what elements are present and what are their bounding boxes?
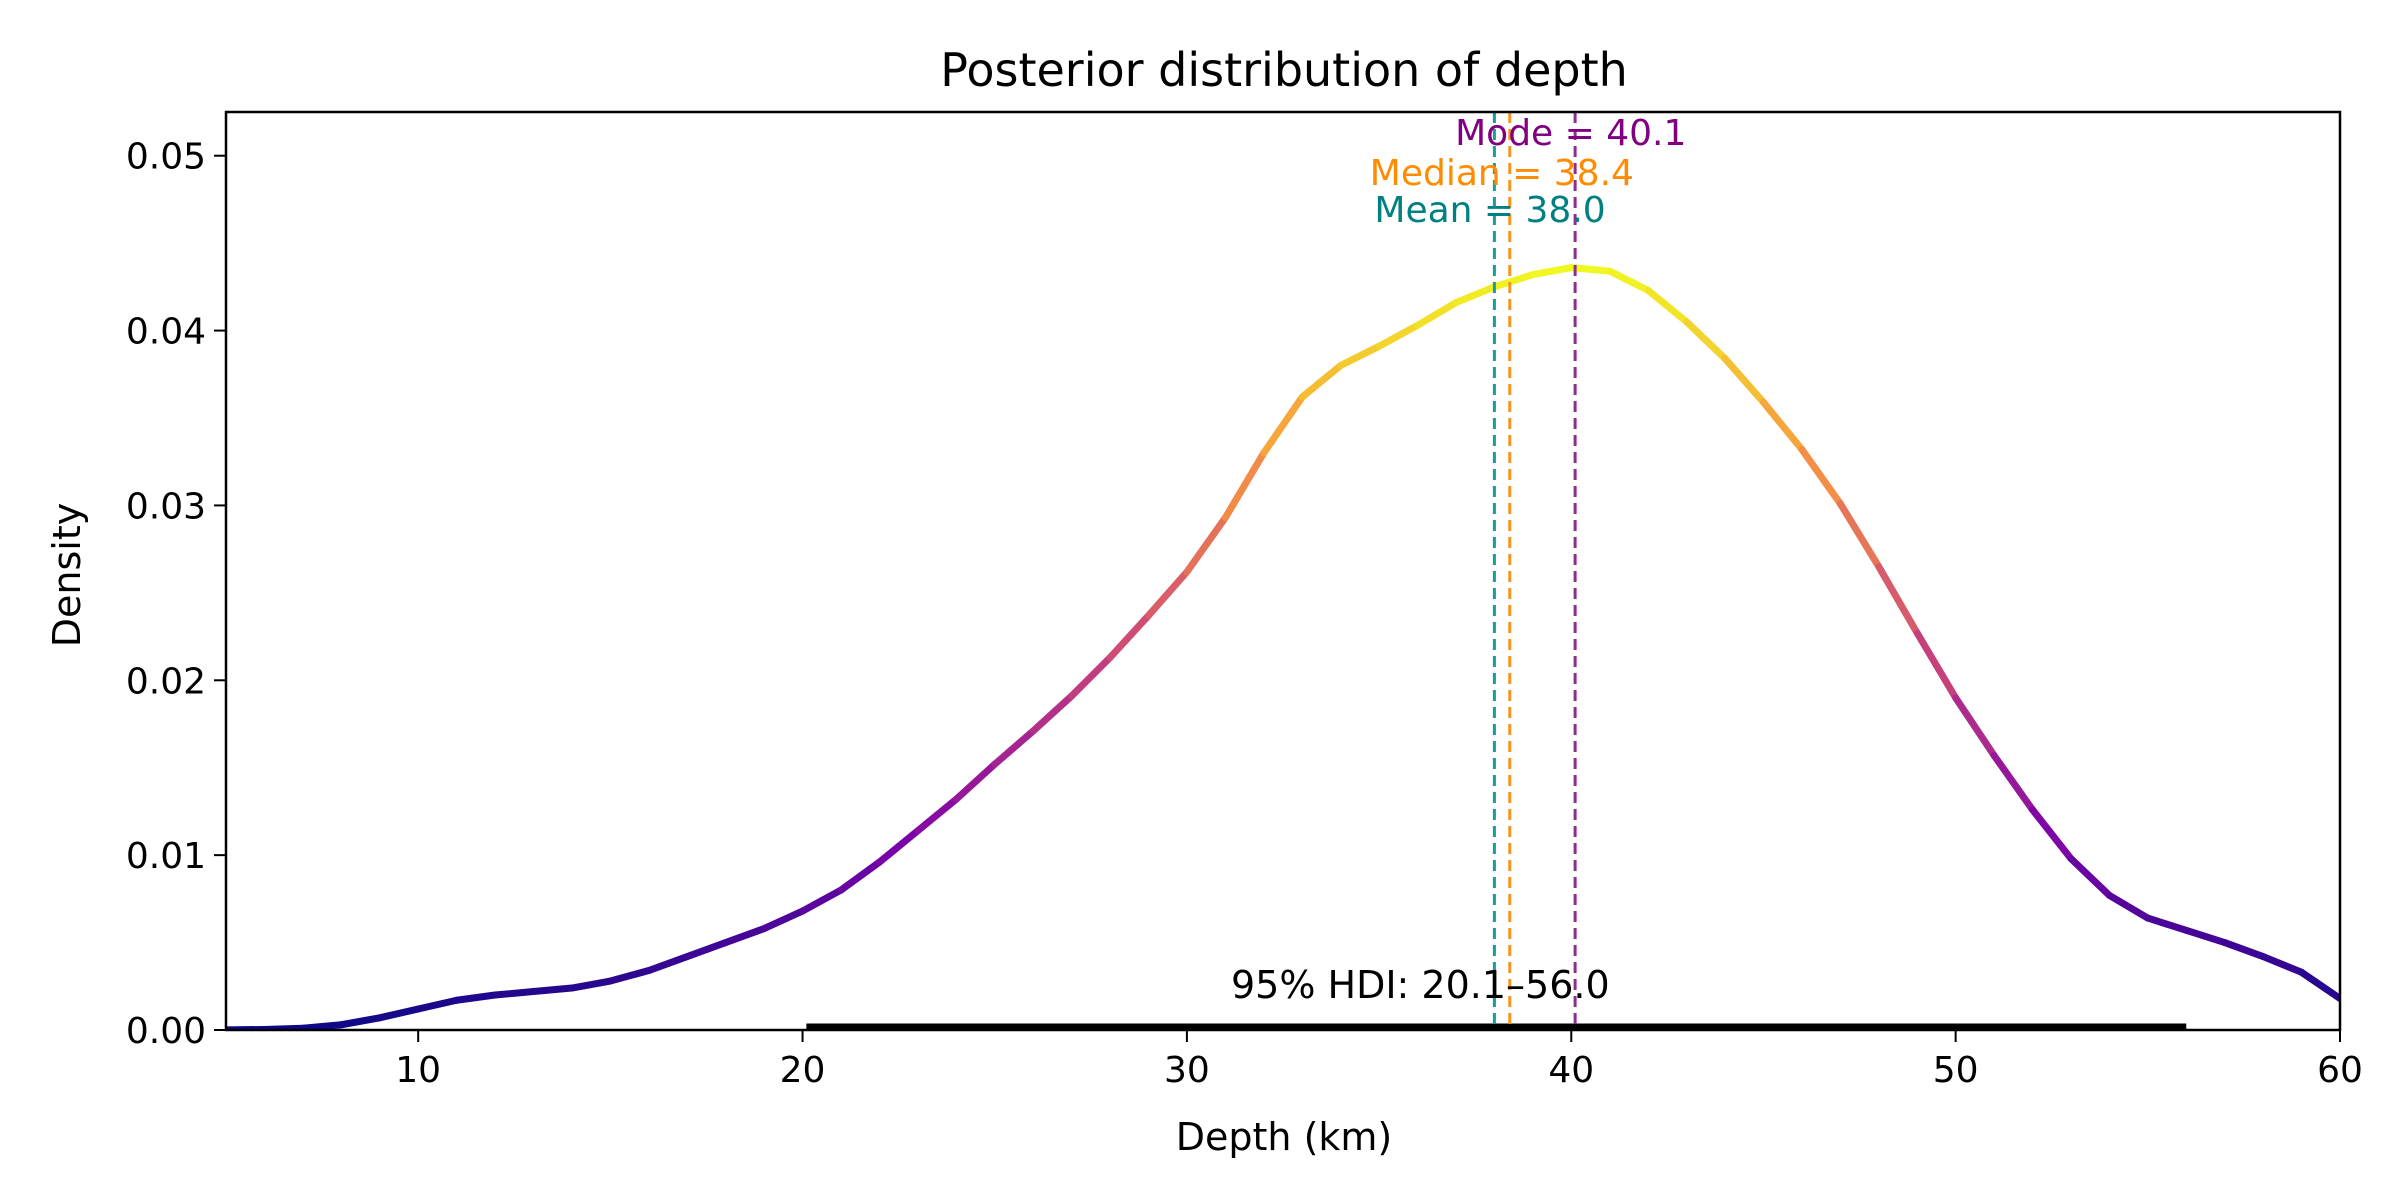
x-tick-label: 50 [1933, 1050, 1979, 1091]
density-curve-segment [914, 795, 960, 835]
density-curve-segment [1260, 393, 1306, 457]
density-curve-segment [1144, 568, 1191, 620]
density-curve-segment [1567, 264, 1614, 275]
x-tick-label: 40 [1548, 1050, 1594, 1091]
density-curve-segment [1759, 398, 1806, 453]
density-curve-segment [1029, 692, 1076, 735]
y-tick-label: 0.02 [126, 661, 206, 702]
x-tick-label: 20 [780, 1050, 826, 1091]
density-curve-segment [645, 953, 691, 975]
density-curve-segment [722, 925, 768, 947]
density-curve-segment [1683, 318, 1729, 363]
density-curve-segment [2221, 939, 2267, 961]
density-curve-segment [799, 886, 845, 915]
density-curve-segment [837, 858, 883, 894]
x-axis-label: Depth (km) [1176, 1115, 1393, 1159]
density-curve-segment [2259, 953, 2306, 976]
density-curve-segment [2029, 806, 2075, 863]
axes-frame: 10 20 30 40 50 60 0.00 0.01 0.02 0.03 0.04 0.05 [126, 110, 2363, 1091]
density-curve-segment [1221, 449, 1268, 522]
density-curve-segment [2144, 914, 2190, 934]
density-curve-segment [1606, 267, 1652, 294]
chart-title: Posterior distribution of depth [940, 43, 1628, 97]
density-curve-segment [1490, 271, 1537, 291]
density-curve-segment [952, 760, 999, 803]
density-curve-segment [337, 1014, 384, 1029]
x-tick-label: 10 [395, 1050, 441, 1091]
y-tick-label: 0.00 [126, 1011, 206, 1052]
density-curve-segment [1913, 629, 1960, 702]
density-curve-segment [875, 827, 922, 866]
density-curve-segment [683, 939, 730, 961]
density-curve-segment [1529, 264, 1575, 279]
density-curve-segment [491, 988, 537, 999]
y-tick-label: 0.05 [126, 137, 206, 178]
x-tick-label: 30 [1164, 1050, 1210, 1091]
density-curve-segment [2067, 855, 2113, 899]
density-curve-segment [299, 1021, 345, 1030]
axes-spines [224, 110, 2342, 1032]
density-curve-segment [2298, 968, 2340, 1003]
density-curve-segment [1375, 321, 1422, 350]
density-curve-segment [1952, 694, 1998, 759]
y-tick-label: 0.03 [126, 486, 206, 527]
density-curve-segment [1414, 299, 1460, 329]
density-curve-segment [414, 996, 461, 1013]
density-curve-segment [1721, 355, 1767, 406]
density-curve-segment [1452, 283, 1498, 307]
density-curve-segment [1337, 342, 1383, 370]
mean-label: Mean = 38.0 [1374, 190, 1605, 231]
density-curve-segment [1298, 362, 1345, 401]
density-curve-segment [2105, 891, 2152, 922]
density-curve-segment [1106, 612, 1152, 662]
y-axis-label: Density [45, 503, 89, 647]
y-tick-label: 0.04 [126, 312, 206, 353]
density-curve-segment [1644, 286, 1691, 326]
density-curve-segment [1875, 563, 1921, 637]
density-curve [226, 264, 2340, 1030]
density-curve-segment [568, 977, 614, 992]
density-curve-segment [376, 1005, 422, 1022]
plot-clipped-group [226, 112, 2340, 1030]
density-curve-segment [529, 984, 576, 996]
mode-label: Mode = 40.1 [1455, 113, 1686, 154]
density-curve-segment [606, 967, 653, 985]
density-curve-segment [1068, 654, 1114, 700]
density-curve-segment [760, 907, 807, 933]
density-curve-segment [1836, 500, 1883, 571]
density-curve-segment [1990, 751, 2037, 814]
density-curve-segment [453, 991, 499, 1004]
y-tick-label: 0.01 [126, 836, 206, 877]
density-curve-segment [991, 727, 1037, 768]
x-tick-label: 60 [2317, 1050, 2363, 1091]
median-label: Median = 38.4 [1370, 153, 1634, 194]
density-curve-segment [1798, 445, 1844, 508]
hdi-label: 95% HDI: 20.1–56.0 [1231, 963, 1610, 1007]
density-curve-segment [1183, 514, 1229, 576]
density-curve-segment [2182, 926, 2229, 947]
